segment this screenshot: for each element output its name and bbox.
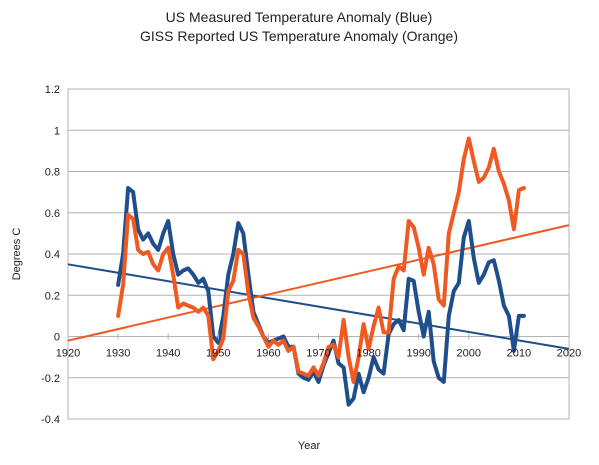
x-tick-label: 1980	[356, 348, 380, 360]
y-tick-label: 1.2	[45, 84, 60, 96]
x-tick-label: 2020	[557, 348, 581, 360]
y-tick-label: 0.2	[45, 290, 60, 302]
trendlines	[67, 224, 570, 350]
series-line-1	[116, 136, 526, 384]
x-tick-label: 2010	[507, 348, 531, 360]
trendline-0	[67, 263, 570, 350]
chart-title-line-2: GISS Reported US Temperature Anomaly (Or…	[140, 28, 458, 44]
trendline-1	[67, 224, 570, 342]
y-tick-label: 0.8	[45, 167, 60, 179]
y-tick-label: 0.6	[45, 208, 60, 220]
x-axis-label: Year	[298, 440, 321, 452]
plot-area-border	[67, 88, 570, 420]
y-tick-label: 0	[54, 332, 60, 344]
x-tick-label: 1970	[306, 348, 330, 360]
chart-title: US Measured Temperature Anomaly (Blue) G…	[140, 9, 458, 44]
x-tick-label: 2000	[457, 348, 481, 360]
y-tick-label: -0.2	[41, 373, 60, 385]
chart-title-line-1: US Measured Temperature Anomaly (Blue)	[166, 9, 433, 25]
x-tick-label: 1960	[256, 348, 280, 360]
x-tick-label: 1940	[156, 348, 180, 360]
x-axis-ticks: 1920 1930 1940 1950 1960 1970 1980 1990 2000 2010…	[56, 333, 581, 360]
y-axis-label: Degrees C	[11, 228, 23, 281]
y-tick-label: -0.4	[41, 414, 60, 426]
x-tick-label: 1930	[106, 348, 130, 360]
y-tick-label: 1	[54, 125, 60, 137]
data-series	[116, 136, 526, 407]
y-tick-label: 0.4	[45, 249, 60, 261]
x-tick-label: 1920	[56, 348, 80, 360]
x-tick-label: 1950	[206, 348, 230, 360]
y-axis-ticks: -0.4 -0.2 0 0.2 0.4 0.6 0.8 1 1.2	[41, 84, 60, 426]
x-tick-label: 1990	[406, 348, 430, 360]
